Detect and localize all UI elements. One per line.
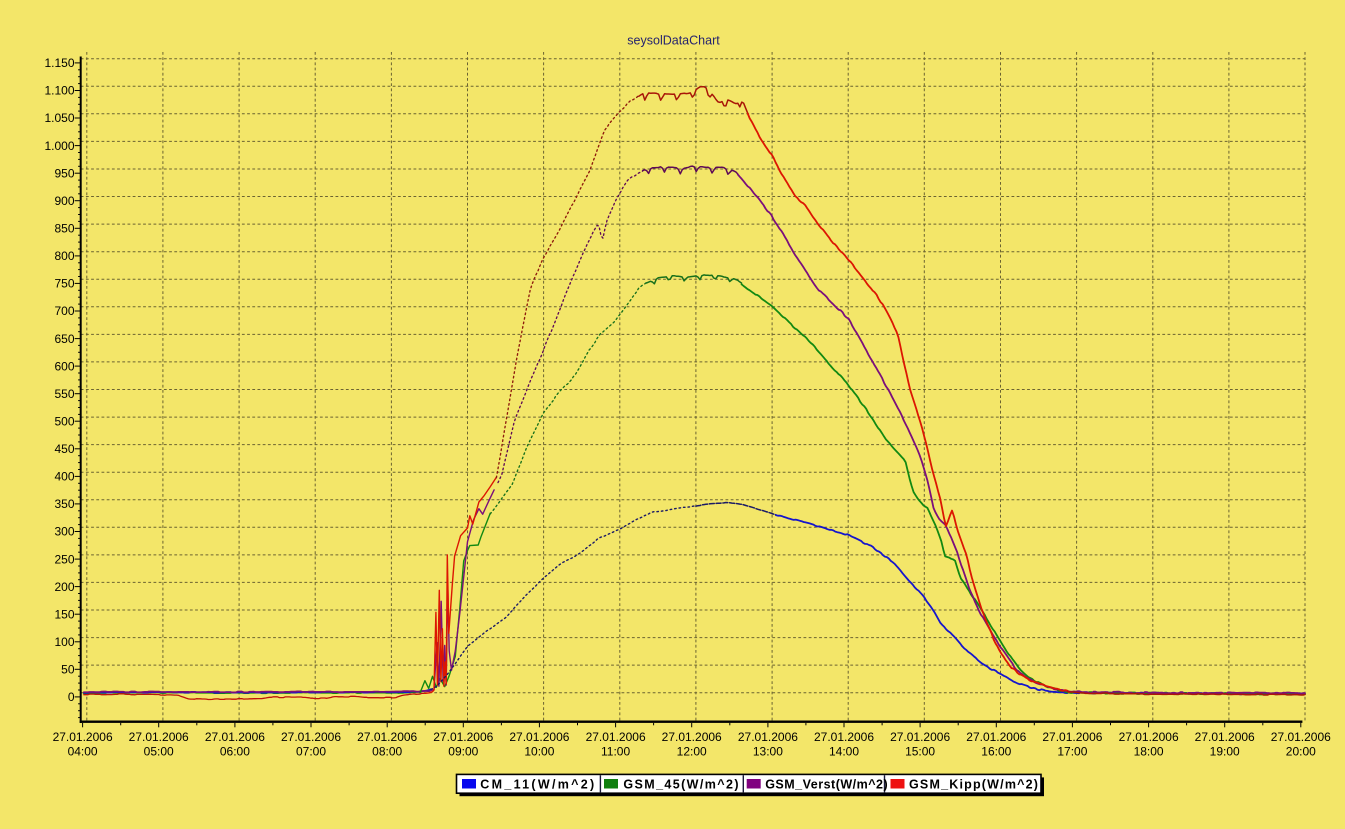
svg-text:600: 600 [54,359,74,373]
svg-text:850: 850 [54,222,74,236]
svg-text:10:00: 10:00 [524,745,554,759]
svg-text:27.01.2006: 27.01.2006 [1195,730,1255,744]
svg-text:27.01.2006: 27.01.2006 [53,730,113,744]
svg-text:27.01.2006: 27.01.2006 [966,730,1026,744]
svg-text:27.01.2006: 27.01.2006 [509,730,569,744]
svg-text:12:00: 12:00 [677,745,707,759]
svg-text:0: 0 [68,690,75,704]
svg-text:04:00: 04:00 [68,745,98,759]
svg-text:27.01.2006: 27.01.2006 [433,730,493,744]
svg-text:seysolDataChart: seysolDataChart [627,34,720,48]
svg-text:250: 250 [54,552,74,566]
svg-text:500: 500 [54,414,74,428]
svg-text:1.000: 1.000 [44,139,74,153]
svg-text:950: 950 [54,166,74,180]
svg-text:450: 450 [54,442,74,456]
svg-text:27.01.2006: 27.01.2006 [1119,730,1179,744]
svg-text:06:00: 06:00 [220,745,250,759]
svg-text:50: 50 [61,663,75,677]
svg-text:GSM_Kipp(W/m^2): GSM_Kipp(W/m^2) [909,778,1039,792]
svg-text:13:00: 13:00 [753,745,783,759]
svg-text:750: 750 [54,277,74,291]
svg-text:09:00: 09:00 [448,745,478,759]
svg-text:200: 200 [54,580,74,594]
svg-text:20:00: 20:00 [1286,745,1316,759]
svg-text:27.01.2006: 27.01.2006 [586,730,646,744]
svg-text:400: 400 [54,470,74,484]
svg-text:GSM_Verst(W/m^2): GSM_Verst(W/m^2) [765,778,888,792]
svg-text:900: 900 [54,194,74,208]
svg-text:GSM_45(W/m^2): GSM_45(W/m^2) [623,778,740,792]
svg-text:27.01.2006: 27.01.2006 [281,730,341,744]
svg-text:27.01.2006: 27.01.2006 [738,730,798,744]
svg-text:700: 700 [54,304,74,318]
svg-text:16:00: 16:00 [981,745,1011,759]
svg-text:15:00: 15:00 [905,745,935,759]
svg-text:300: 300 [54,525,74,539]
svg-text:650: 650 [54,332,74,346]
svg-text:17:00: 17:00 [1057,745,1087,759]
svg-text:27.01.2006: 27.01.2006 [1271,730,1331,744]
svg-text:1.150: 1.150 [44,56,74,70]
svg-text:550: 550 [54,387,74,401]
svg-text:11:00: 11:00 [601,745,630,759]
svg-text:800: 800 [54,249,74,263]
svg-text:14:00: 14:00 [829,745,859,759]
svg-text:1.100: 1.100 [44,84,74,98]
svg-text:08:00: 08:00 [372,745,402,759]
svg-text:19:00: 19:00 [1210,745,1240,759]
svg-text:18:00: 18:00 [1134,745,1164,759]
svg-text:05:00: 05:00 [144,745,174,759]
svg-text:1.050: 1.050 [44,111,74,125]
svg-text:350: 350 [54,497,74,511]
svg-text:150: 150 [54,607,74,621]
svg-text:27.01.2006: 27.01.2006 [814,730,874,744]
svg-text:27.01.2006: 27.01.2006 [357,730,417,744]
svg-text:27.01.2006: 27.01.2006 [890,730,950,744]
svg-text:27.01.2006: 27.01.2006 [205,730,265,744]
svg-text:27.01.2006: 27.01.2006 [662,730,722,744]
svg-text:07:00: 07:00 [296,745,326,759]
svg-text:CM_11(W/m^2): CM_11(W/m^2) [480,778,596,792]
svg-text:27.01.2006: 27.01.2006 [129,730,189,744]
svg-text:27.01.2006: 27.01.2006 [1042,730,1102,744]
svg-text:100: 100 [54,635,74,649]
